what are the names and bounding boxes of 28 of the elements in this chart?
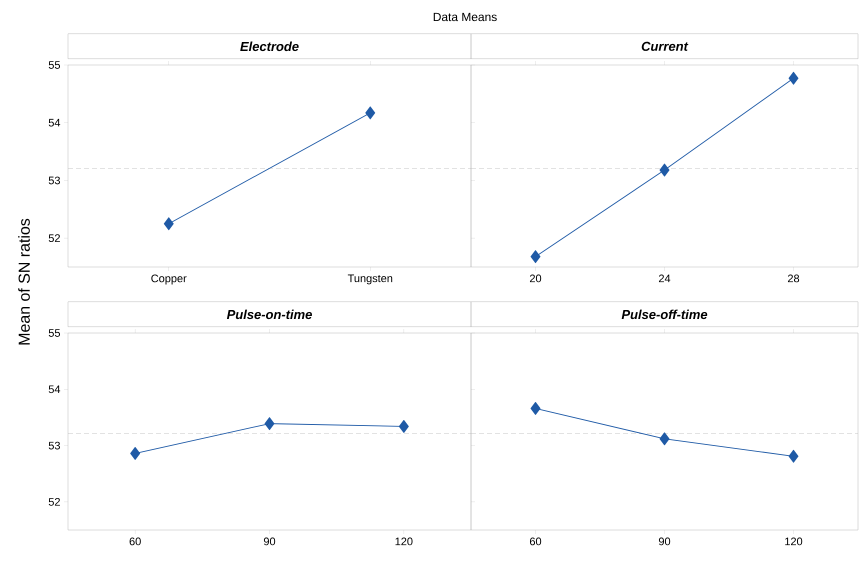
- chart-title: Pulse-on-time: [226, 310, 312, 320]
- chart-title: Electrode: [240, 42, 299, 52]
- x-tick-label: 60: [130, 538, 141, 546]
- point: [264, 417, 274, 430]
- x-tick-label: Copper: [151, 274, 187, 284]
- chart-title: Current: [642, 42, 688, 51]
- x-tick-label: 60: [530, 538, 542, 546]
- y-axis-title: Mean of SN ratios: [18, 218, 30, 344]
- x-tick-label: 120: [396, 538, 413, 546]
- point: [130, 447, 140, 460]
- point: [398, 420, 409, 433]
- y-tick-label: 53: [48, 176, 60, 184]
- x-tick-label: 90: [658, 538, 670, 546]
- y-tick-label: 53: [48, 442, 60, 450]
- y-tick-label: 52: [48, 498, 60, 506]
- x-tick-label: 120: [785, 538, 802, 546]
- y-tick-label: 55: [48, 61, 60, 69]
- y-tick-label: 52: [48, 234, 60, 242]
- y-tick-label: 54: [48, 118, 60, 127]
- y-tick-label: 54: [48, 385, 60, 394]
- x-tick-label: 28: [788, 274, 800, 282]
- text: Data Means: [434, 12, 497, 22]
- y-tick-label: 55: [48, 329, 60, 337]
- chart-title: Pulse-off-time: [622, 310, 708, 320]
- x-tick-label: 90: [264, 538, 276, 546]
- x-tick-label: 24: [658, 274, 670, 282]
- x-tick-label: 20: [530, 274, 542, 282]
- x-tick-label: Tungsten: [348, 274, 392, 284]
